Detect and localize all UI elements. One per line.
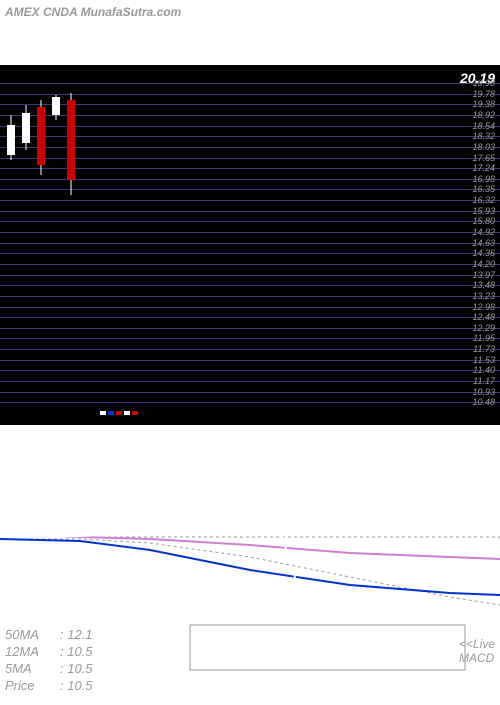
price-axis-label: 13.48: [472, 280, 495, 290]
info-row: Price: 10.5: [5, 678, 93, 695]
info-row: 5MA: 10.5: [5, 661, 93, 678]
price-axis-label: 17.24: [472, 163, 495, 173]
candle: [50, 65, 62, 425]
price-axis-label: 12.48: [472, 312, 495, 322]
price-axis-label: 12.29: [472, 323, 495, 333]
price-axis-label: 12.98: [472, 302, 495, 312]
price-axis-label: 14.92: [472, 227, 495, 237]
price-axis-label: 19.78: [472, 89, 495, 99]
info-box: 50MA: 12.112MA: 10.55MA: 10.5Price: 10.5: [0, 622, 98, 700]
price-axis-label: 14.36: [472, 248, 495, 258]
price-axis-label: 11.40: [473, 365, 495, 375]
info-label: Price: [5, 678, 60, 695]
price-axis-label: 15.93: [472, 206, 495, 216]
info-value: : 10.5: [60, 661, 93, 676]
chart-header: AMEX CNDA MunafaSutra.com: [5, 5, 181, 19]
info-row: 50MA: 12.1: [5, 627, 93, 644]
price-axis-label: 10.48: [472, 397, 495, 407]
candle-body: [7, 125, 15, 155]
candle-body: [22, 113, 30, 143]
candle: [5, 65, 17, 425]
price-axis-label: 16.98: [472, 174, 495, 184]
price-axis-label: 16.32: [472, 195, 495, 205]
signal-line: [0, 515, 500, 630]
info-value: : 10.5: [60, 644, 93, 659]
ma-line: [0, 539, 500, 595]
price-axis-label: 13.97: [472, 270, 495, 280]
price-axis-label: 18.92: [472, 110, 495, 120]
price-axis-label: 17.65: [472, 153, 495, 163]
price-axis-label: 18.32: [472, 131, 495, 141]
dotted-line: [0, 539, 500, 605]
price-axis-label: 19.98: [472, 78, 495, 88]
price-axis-label: 18.54: [472, 121, 495, 131]
price-axis-label: 11.73: [473, 344, 495, 354]
price-axis-label: 11.95: [473, 333, 495, 343]
volume-mark: [116, 411, 122, 415]
candle: [20, 65, 32, 425]
volume-mark: [124, 411, 130, 415]
frame-box: [190, 625, 465, 670]
info-label: 12MA: [5, 644, 60, 661]
info-row: 12MA: 10.5: [5, 644, 93, 661]
chart-container: AMEX CNDA MunafaSutra.com 20.19 19.9819.…: [0, 0, 500, 700]
info-label: 50MA: [5, 627, 60, 644]
volume-mark: [100, 411, 106, 415]
price-axis-label: 11.53: [473, 355, 495, 365]
price-axis-label: 19.38: [472, 99, 495, 109]
price-axis-label: 10.93: [472, 387, 495, 397]
price-axis-label: 16.35: [472, 184, 495, 194]
price-axis-label: 13.23: [472, 291, 495, 301]
ticker-label: AMEX CNDA: [5, 5, 77, 19]
price-chart-panel: 20.19 19.9819.7819.3818.9218.5418.3218.0…: [0, 65, 500, 425]
price-axis-label: 11.17: [473, 376, 495, 386]
macd-panel: <<Live MACD 50MA: 12.112MA: 10.55MA: 10.…: [0, 475, 500, 700]
macd-label: <<Live MACD: [459, 637, 495, 665]
price-axis-label: 14.20: [472, 259, 495, 269]
price-axis-label: 14.63: [472, 238, 495, 248]
candle: [35, 65, 47, 425]
volume-mark: [108, 411, 114, 415]
info-value: : 12.1: [60, 627, 93, 642]
candle-body: [67, 100, 75, 180]
candle-body: [37, 107, 45, 165]
site-label: MunafaSutra.com: [81, 5, 182, 19]
info-label: 5MA: [5, 661, 60, 678]
price-axis-label: 15.80: [472, 216, 495, 226]
info-value: : 10.5: [60, 678, 93, 693]
price-axis-label: 18.03: [472, 142, 495, 152]
volume-marks: [100, 411, 138, 415]
candle-body: [52, 97, 60, 115]
volume-mark: [132, 411, 138, 415]
candle: [65, 65, 77, 425]
